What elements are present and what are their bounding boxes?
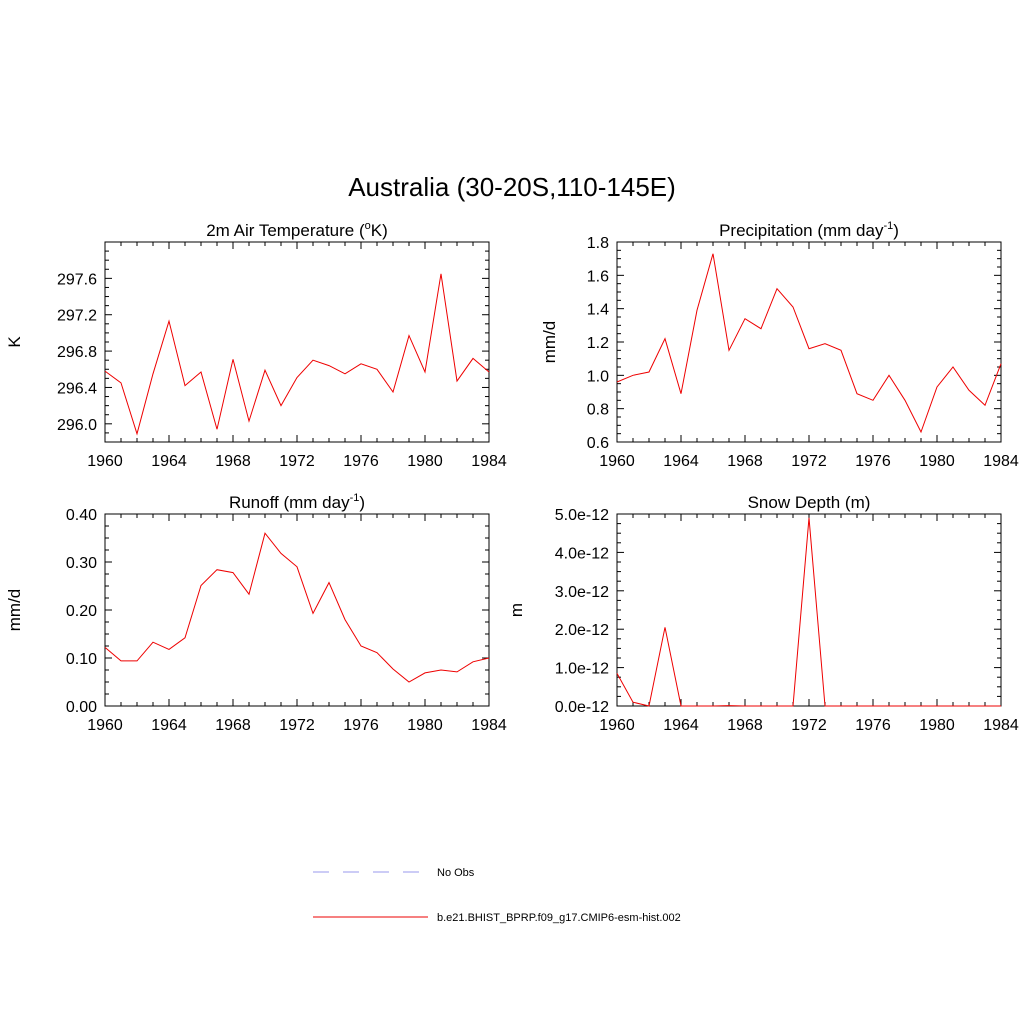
y-tick-label: 3.0e-12 [555, 584, 609, 601]
x-tick-label: 1968 [215, 717, 251, 734]
chart-panel-4: Snow Depth (m) m 1960 1964 1968 1972 1976 1980 1… [507, 493, 1019, 734]
x-tick-label: 1984 [471, 453, 507, 470]
x-tick-label: 1980 [919, 453, 955, 470]
chart-panel-2: Precipitation (mm day-1) mm/d 1960 1964 1968… [540, 220, 1019, 470]
y-tick-label: 1.4 [587, 302, 609, 319]
y-tick-label: 0.6 [587, 435, 609, 452]
x-tick-label: 1980 [407, 453, 443, 470]
x-tick-label: 1984 [983, 453, 1019, 470]
panel-title-text: Runoff (mm day [229, 493, 350, 512]
y-tick-label: 0.10 [66, 651, 97, 668]
x-tick-label: 1968 [727, 453, 763, 470]
x-tick-label: 1976 [343, 717, 379, 734]
x-tick-label: 1964 [663, 717, 699, 734]
x-tick-label: 1972 [791, 717, 827, 734]
y-tick-label: 1.8 [587, 235, 609, 252]
x-tick-label: 1976 [855, 717, 891, 734]
y-tick-label: 1.6 [587, 268, 609, 285]
chart-panel-3: Runoff (mm day-1) mm/d 1960 1964 1968 1972 197… [5, 492, 507, 734]
y-tick-label: 0.30 [66, 555, 97, 572]
panel-title-text: Snow Depth (m) [748, 493, 871, 512]
panel-title-text: 2m Air Temperature ( [206, 221, 365, 240]
y-tick-label: 296.0 [57, 417, 97, 434]
y-axis-label: mm/d [540, 321, 559, 364]
x-tick-label: 1976 [855, 453, 891, 470]
y-axis-label: m [507, 603, 526, 617]
y-tick-label: 296.8 [57, 344, 97, 361]
series-line [617, 518, 1001, 706]
x-tick-label: 1960 [599, 453, 635, 470]
x-tick-label: 1972 [279, 717, 315, 734]
x-tick-label: 1964 [151, 717, 187, 734]
series-line [617, 254, 1001, 432]
x-tick-label: 1968 [727, 717, 763, 734]
y-tick-label: 1.0 [587, 368, 609, 385]
panel-title-end: ) [359, 493, 365, 512]
y-tick-label: 0.20 [66, 603, 97, 620]
panel-title: 2m Air Temperature (oK) [206, 220, 388, 240]
y-tick-label: 0.00 [66, 699, 97, 716]
legend-label: No Obs [437, 867, 475, 879]
panel-title-end: ) [893, 221, 899, 240]
panel-title-text: Precipitation (mm day [719, 221, 884, 240]
x-tick-label: 1972 [791, 453, 827, 470]
y-tick-label: 0.8 [587, 402, 609, 419]
legend-label: b.e21.BHIST_BPRP.f09_g17.CMIP6-esm-hist.… [437, 912, 681, 924]
y-tick-label: 2.0e-12 [555, 622, 609, 639]
y-tick-label: 4.0e-12 [555, 545, 609, 562]
y-tick-label: 297.2 [57, 308, 97, 325]
y-tick-label: 296.4 [57, 380, 97, 397]
x-tick-label: 1964 [663, 453, 699, 470]
figure-title: Australia (30-20S,110-145E) [348, 172, 676, 202]
y-axis-label: K [5, 336, 24, 348]
panel-title-end: K) [371, 221, 388, 240]
panel-title-superscript: -1 [883, 220, 893, 232]
x-tick-label: 1964 [151, 453, 187, 470]
panel-title: Snow Depth (m) [748, 493, 871, 512]
chart-panel-1: 2m Air Temperature (oK) K 1960 1964 1968 1972… [5, 220, 507, 470]
chart-panels: 2m Air Temperature (oK) K 1960 1964 1968 1972… [5, 220, 1019, 734]
x-tick-label: 1980 [919, 717, 955, 734]
x-tick-label: 1972 [279, 453, 315, 470]
series-line [105, 274, 489, 434]
y-tick-label: 0.0e-12 [555, 699, 609, 716]
x-tick-label: 1968 [215, 453, 251, 470]
x-tick-label: 1984 [983, 717, 1019, 734]
x-tick-label: 1960 [87, 453, 123, 470]
y-tick-label: 1.0e-12 [555, 661, 609, 678]
y-axis-label: mm/d [5, 589, 24, 632]
series-line [105, 533, 489, 682]
y-tick-label: 5.0e-12 [555, 507, 609, 524]
x-tick-label: 1980 [407, 717, 443, 734]
x-tick-label: 1984 [471, 717, 507, 734]
y-tick-label: 1.2 [587, 335, 609, 352]
panel-title: Runoff (mm day-1) [229, 492, 365, 512]
x-tick-label: 1960 [599, 717, 635, 734]
x-tick-label: 1976 [343, 453, 379, 470]
legend: No Obs b.e21.BHIST_BPRP.f09_g17.CMIP6-esm… [313, 867, 681, 924]
panel-title-superscript: -1 [350, 492, 360, 504]
y-tick-label: 0.40 [66, 507, 97, 524]
panel-title: Precipitation (mm day-1) [719, 220, 899, 240]
plot-frame [617, 242, 1001, 442]
plot-frame [105, 514, 489, 706]
y-tick-label: 297.6 [57, 271, 97, 288]
plot-frame [617, 514, 1001, 706]
x-tick-label: 1960 [87, 717, 123, 734]
